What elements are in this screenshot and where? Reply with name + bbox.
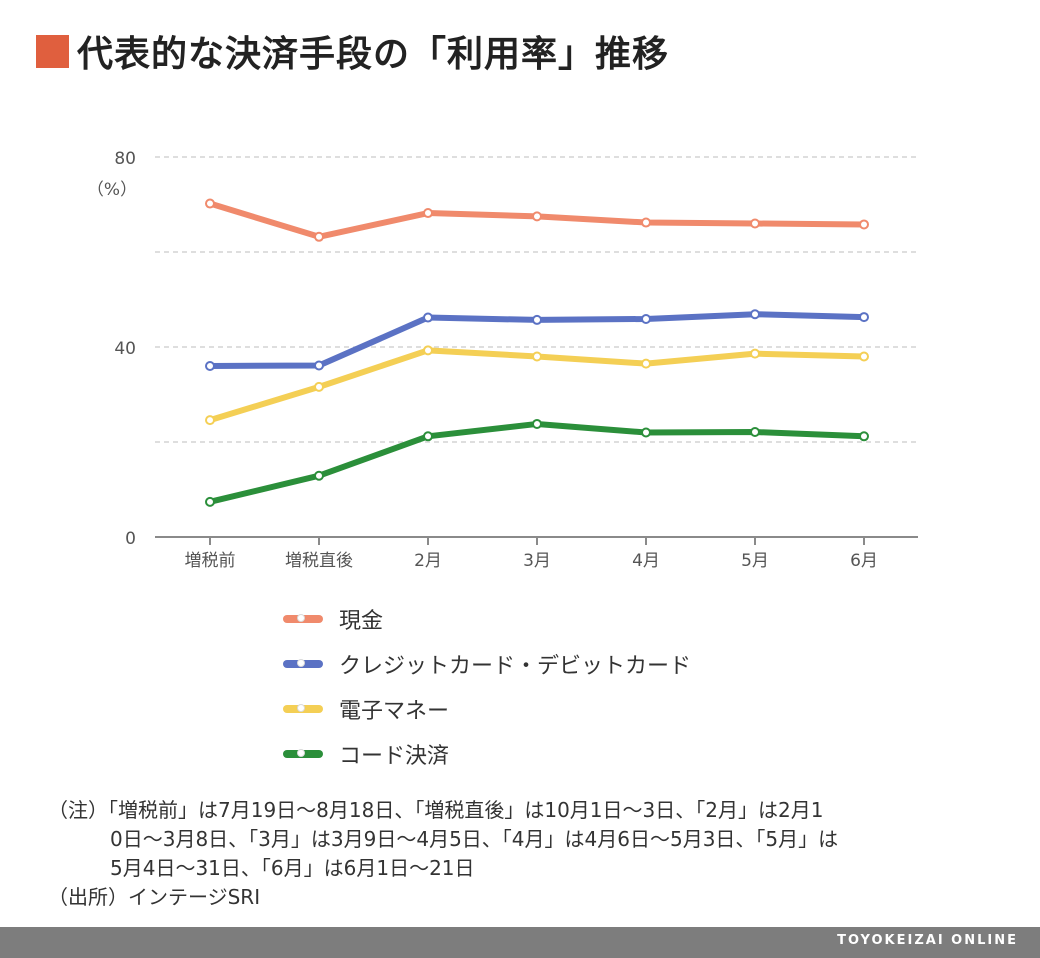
x-tick-label: 増税直後 [285, 551, 353, 571]
data-point [750, 309, 760, 320]
data-point [423, 431, 433, 442]
data-point [859, 431, 869, 442]
y-tick-label: 0 [125, 529, 136, 549]
data-point [641, 427, 651, 438]
data-point [423, 345, 433, 356]
data-point [859, 219, 869, 230]
data-point [750, 427, 760, 438]
data-point [641, 358, 651, 369]
data-point [314, 231, 324, 242]
line-chart: 0 40 80 （%） 増税前 増税直後 2月 3月 4月 5月 6月 [87, 149, 918, 571]
x-tick-label: 6月 [850, 551, 878, 571]
data-point [205, 415, 215, 426]
legend-label-emoney: 電子マネー [339, 698, 450, 724]
data-point [532, 351, 542, 362]
title-marker [36, 34, 69, 68]
legend-label-cash: 現金 [339, 608, 384, 634]
legend-swatch-code [283, 748, 323, 758]
data-point [314, 381, 324, 392]
data-point [314, 360, 324, 371]
footer-brand: TOYOKEIZAI ONLINE [837, 933, 1018, 948]
data-point [205, 496, 215, 507]
data-point [205, 361, 215, 371]
x-tick-label: 5月 [741, 551, 769, 571]
series-line-3 [207, 420, 867, 505]
chart-title: 代表的な決済手段の「利用率」推移 [77, 34, 670, 75]
title-block: 代表的な決済手段の「利用率」推移 [36, 25, 669, 77]
legend-item-cash: 現金 [283, 596, 691, 641]
legend-swatch-cash [283, 613, 323, 623]
legend-item-emoney: 電子マネー [283, 686, 691, 731]
x-tick-label: 4月 [632, 551, 660, 571]
y-tick-label: 80 [114, 149, 136, 169]
data-point [750, 348, 760, 359]
legend-label-credit: クレジットカード・デビットカード [339, 653, 692, 679]
data-point [750, 218, 760, 229]
legend-label-code: コード決済 [339, 743, 450, 769]
source-note: （出所）インテージSRI [48, 885, 261, 909]
data-point [532, 314, 542, 325]
data-point [859, 351, 869, 362]
data-point [532, 211, 542, 222]
legend-item-credit: クレジットカード・デビットカード [283, 641, 691, 686]
data-point [859, 312, 869, 323]
x-tick-label: 増税前 [185, 551, 236, 571]
data-point [314, 470, 324, 481]
data-point [532, 418, 542, 429]
legend: 現金 クレジットカード・デビットカード 電子マネー コード決済 [283, 596, 691, 776]
data-point [205, 198, 215, 209]
data-point [423, 208, 433, 219]
footer-bar: TOYOKEIZAI ONLINE [0, 927, 1040, 958]
data-point [423, 312, 433, 323]
note-line-1: （注）「増税前」は7月19日～8月18日、「増税直後」は10月1日～3日、「2月… [48, 798, 824, 822]
data-point [641, 217, 651, 228]
y-unit-label: （%） [87, 180, 137, 200]
note-line-3: 5月4日～31日、「6月」は6月1日～21日 [110, 856, 475, 880]
x-tick-label: 3月 [523, 551, 551, 571]
legend-swatch-emoney [283, 703, 323, 713]
data-point [641, 313, 651, 324]
legend-swatch-credit [283, 658, 323, 668]
notes: （注）「増税前」は7月19日～8月18日、「増税直後」は10月1日～3日、「2月… [48, 796, 1008, 912]
note-line-2: 0日～3月8日、「3月」は3月9日～4月5日、「4月」は4月6日～5月3日、「5… [110, 827, 839, 851]
x-tick-label: 2月 [414, 551, 442, 571]
y-tick-label: 40 [114, 339, 136, 359]
legend-item-code: コード決済 [283, 731, 691, 776]
